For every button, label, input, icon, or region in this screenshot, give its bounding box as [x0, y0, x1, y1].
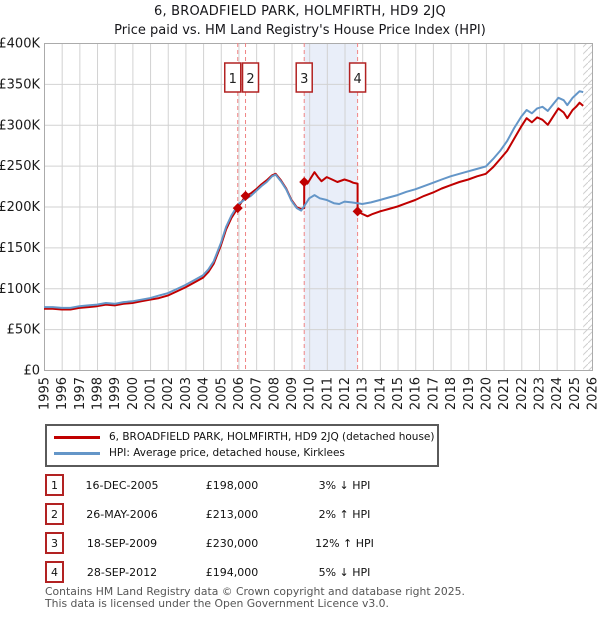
y-tick-£300K: £300K — [0, 118, 40, 133]
x-tick-1999: 1999 — [108, 377, 123, 410]
x-tick-1997: 1997 — [73, 377, 88, 410]
y-tick-£350K: £350K — [0, 77, 40, 92]
x-tick-2025: 2025 — [568, 377, 583, 410]
txn-price: £230,000 — [205, 536, 259, 550]
legend-label-hpi: HPI: Average price, detached house, Kirk… — [109, 447, 345, 459]
transactions-table: 1 16-DEC-2005 £198,000 3% ↓ HPI 2 26-MAY-2006… — [45, 474, 555, 590]
x-tick-2015: 2015 — [391, 377, 406, 410]
txn-price: £213,000 — [205, 507, 259, 521]
footer-line-1: Contains HM Land Registry data © Crown c… — [45, 585, 465, 598]
txn-price: £194,000 — [205, 565, 259, 579]
x-tick-2009: 2009 — [285, 377, 300, 410]
hpi-line-swatch — [54, 451, 100, 455]
x-tick-2021: 2021 — [497, 377, 512, 410]
license-footer: Contains HM Land Registry data © Crown c… — [45, 586, 585, 609]
txn-vs-hpi: 2% ↑ HPI — [318, 507, 371, 521]
y-tick-£150K: £150K — [0, 241, 40, 256]
property-line-swatch — [54, 435, 100, 439]
sale-marker-1[interactable] — [232, 203, 243, 214]
y-tick-£200K: £200K — [0, 200, 40, 215]
transaction-row-3: 3 18-SEP-2009 £230,000 12% ↑ HPI — [45, 532, 555, 554]
x-tick-2002: 2002 — [161, 377, 176, 410]
footer-line-2: This data is licensed under the Open Gov… — [45, 596, 389, 610]
x-tick-2023: 2023 — [532, 377, 547, 410]
marker-label-box-4[interactable] — [348, 62, 367, 93]
x-tick-2003: 2003 — [179, 377, 194, 410]
txn-vs-hpi: 5% ↓ HPI — [318, 565, 371, 579]
x-tick-2000: 2000 — [126, 377, 141, 410]
future-hatch-region — [583, 43, 592, 370]
transaction-row-2: 2 26-MAY-2006 £213,000 2% ↑ HPI — [45, 503, 555, 525]
txn-date: 28-SEP-2012 — [86, 565, 158, 579]
x-tick-1995: 1995 — [38, 377, 53, 410]
x-tick-2008: 2008 — [267, 377, 282, 410]
x-tick-2013: 2013 — [356, 377, 371, 410]
x-tick-2020: 2020 — [479, 377, 494, 410]
sale-marker-2[interactable] — [240, 190, 251, 201]
x-tick-2006: 2006 — [232, 377, 247, 410]
transaction-row-4: 4 28-SEP-2012 £194,000 5% ↓ HPI — [45, 561, 555, 583]
x-tick-2001: 2001 — [144, 377, 159, 410]
txn-num-badge-2[interactable]: 2 — [45, 503, 64, 525]
txn-date: 16-DEC-2005 — [85, 478, 159, 492]
y-tick-£0: £0 — [23, 364, 40, 379]
x-tick-2007: 2007 — [250, 377, 265, 410]
property-price-line — [44, 101, 584, 311]
txn-date: 26-MAY-2006 — [86, 507, 158, 521]
txn-vs-hpi: 12% ↑ HPI — [315, 536, 374, 550]
plot-border — [44, 43, 593, 371]
txn-date: 18-SEP-2009 — [86, 536, 158, 550]
page-title: 6, BROADFIELD PARK, HOLMFIRTH, HD9 2JQ — [153, 4, 446, 19]
legend-item-property: 6, BROADFIELD PARK, HOLMFIRTH, HD9 2JQ (… — [54, 429, 434, 445]
x-tick-2024: 2024 — [550, 377, 565, 410]
price-history-chart: 1 2 3 4 £0 £50K £100K £150K £200K £250K £300K £350K… — [0, 37, 600, 411]
marker-label-box-3[interactable] — [295, 62, 313, 93]
x-tick-2022: 2022 — [515, 377, 530, 410]
marker-label-text-4: 4 — [353, 72, 361, 87]
marker-label-text-1: 1 — [229, 72, 237, 87]
x-tick-1996: 1996 — [55, 377, 70, 410]
transaction-row-1: 1 16-DEC-2005 £198,000 3% ↓ HPI — [45, 474, 555, 496]
x-tick-2018: 2018 — [444, 377, 459, 410]
x-tick-2026: 2026 — [586, 377, 600, 410]
x-tick-2019: 2019 — [462, 377, 477, 410]
x-tick-2016: 2016 — [409, 377, 424, 410]
txn-price: £198,000 — [205, 478, 259, 492]
legend-item-hpi: HPI: Average price, detached house, Kirk… — [54, 445, 430, 461]
x-tick-2010: 2010 — [303, 377, 318, 410]
y-tick-£400K: £400K — [0, 37, 40, 52]
marker-label-text-2: 2 — [246, 72, 254, 87]
y-tick-£50K: £50K — [7, 323, 41, 338]
sale-marker-3[interactable] — [299, 176, 310, 187]
x-tick-2012: 2012 — [338, 377, 353, 410]
legend-label-property: 6, BROADFIELD PARK, HOLMFIRTH, HD9 2JQ (… — [109, 431, 435, 443]
x-tick-1998: 1998 — [91, 377, 106, 410]
txn-num-badge-1[interactable]: 1 — [45, 474, 64, 496]
sale-marker-4[interactable] — [352, 206, 363, 217]
x-tick-2004: 2004 — [197, 377, 212, 410]
chart-legend: 6, BROADFIELD PARK, HOLMFIRTH, HD9 2JQ (… — [45, 424, 439, 467]
txn-vs-hpi: 3% ↓ HPI — [318, 478, 371, 492]
txn-num-badge-4[interactable]: 4 — [45, 561, 64, 583]
page-subtitle: Price paid vs. HM Land Registry's House … — [114, 23, 486, 38]
marker-label-box-2[interactable] — [241, 62, 260, 93]
x-tick-2005: 2005 — [214, 377, 229, 410]
y-tick-£100K: £100K — [0, 282, 40, 297]
hpi-line — [44, 90, 584, 309]
marker-label-text-3: 3 — [300, 72, 308, 87]
marker-label-box-1[interactable] — [223, 62, 242, 93]
x-tick-2014: 2014 — [373, 377, 388, 410]
txn-num-badge-3[interactable]: 3 — [45, 532, 64, 554]
y-tick-£250K: £250K — [0, 159, 40, 174]
x-tick-2017: 2017 — [426, 377, 441, 410]
x-tick-2011: 2011 — [320, 377, 335, 410]
